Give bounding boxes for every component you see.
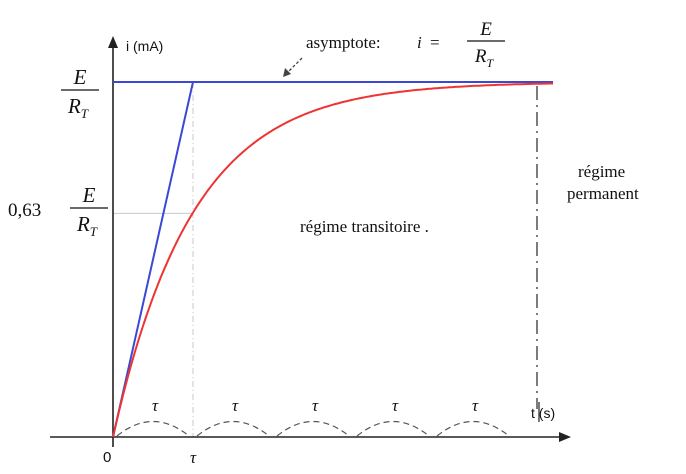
tau-arc <box>196 420 270 437</box>
regime-permanent-label-line2: permanent <box>567 184 639 203</box>
tau-arc <box>116 420 190 437</box>
y-label-mid-coefficient: 0,63 <box>8 200 41 221</box>
y-label-top-denominator: RT <box>67 94 89 121</box>
current-curve <box>112 82 553 438</box>
tau-arc-label: τ <box>152 396 159 415</box>
y-axis-arrow <box>108 36 118 48</box>
tau-arc <box>276 420 350 437</box>
y-axis-label: i (mA) <box>126 38 163 54</box>
asymptote-label: asymptote: <box>306 33 381 52</box>
x-axis-arrow <box>559 432 571 442</box>
asymptote-denominator: RT <box>474 46 495 70</box>
asymptote-numerator: E <box>479 19 492 40</box>
y-label-mid-numerator: E <box>82 183 96 207</box>
tau-tick-label: τ <box>190 448 197 467</box>
y-label-top-numerator: E <box>73 65 87 89</box>
regime-permanent-label-line1: régime <box>578 162 625 181</box>
asymptote-equals: = <box>430 33 440 52</box>
regime-transitoire-label: régime transitoire . <box>300 217 429 236</box>
y-label-mid-denominator: RT <box>76 212 98 239</box>
tau-arc <box>356 420 430 437</box>
x-axis-label: t (s) <box>531 405 555 421</box>
tau-arc-label: τ <box>472 396 479 415</box>
tangent-line <box>112 81 194 438</box>
tau-arc-label: τ <box>392 396 399 415</box>
tau-arc-label: τ <box>232 396 239 415</box>
origin-label: 0 <box>103 449 111 466</box>
asymptote-pointer <box>285 57 303 75</box>
tau-arc <box>436 420 510 437</box>
tau-arc-label: τ <box>312 396 319 415</box>
asymptote-pointer-head <box>283 68 291 77</box>
asymptote-i: i <box>417 33 422 52</box>
